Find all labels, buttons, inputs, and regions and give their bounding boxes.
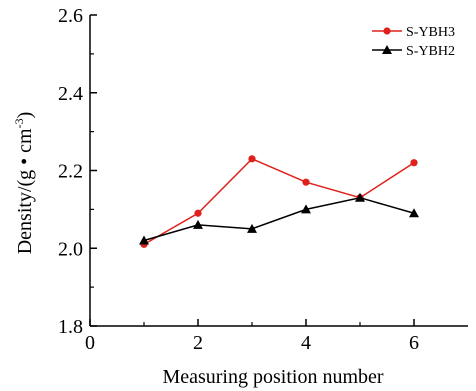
data-point bbox=[139, 235, 149, 245]
legend-label: S-YBH3 bbox=[406, 25, 455, 40]
y-axis-title: Density/(g • cm-3) bbox=[12, 112, 36, 255]
data-point bbox=[193, 219, 203, 229]
legend-label: S-YBH2 bbox=[406, 44, 455, 59]
y-axis-title-main: Density/(g • cm bbox=[14, 128, 36, 254]
data-point bbox=[247, 223, 257, 233]
legend-swatch-marker bbox=[382, 45, 392, 54]
series-line bbox=[143, 196, 415, 242]
series-line bbox=[143, 157, 415, 246]
legend-item: S-YBH2 bbox=[372, 44, 455, 59]
series-layer bbox=[139, 155, 419, 248]
y-tick-label: 2.0 bbox=[58, 238, 83, 260]
data-point bbox=[355, 192, 365, 202]
x-tick-label: 4 bbox=[301, 332, 311, 354]
legend-swatch-marker bbox=[383, 27, 391, 35]
x-axis-title: Measuring position number bbox=[162, 366, 383, 388]
y-tick-label: 1.8 bbox=[58, 316, 83, 338]
y-axis-title-close: ) bbox=[14, 112, 36, 119]
y-tick-label: 2.6 bbox=[58, 5, 83, 27]
data-point bbox=[410, 159, 418, 167]
y-axis-title-sup: -3 bbox=[12, 118, 26, 128]
data-point bbox=[302, 178, 310, 186]
series-s-ybh3 bbox=[140, 155, 418, 248]
data-point bbox=[409, 208, 419, 218]
series-s-ybh2 bbox=[139, 192, 419, 245]
data-point bbox=[301, 204, 311, 214]
y-tick-label: 2.2 bbox=[58, 161, 83, 183]
legend-item: S-YBH3 bbox=[372, 25, 455, 40]
y-tick-label: 2.4 bbox=[58, 83, 83, 105]
data-point bbox=[248, 155, 256, 163]
data-point bbox=[194, 209, 202, 217]
x-tick-label: 0 bbox=[85, 332, 95, 354]
x-tick-label: 6 bbox=[409, 332, 419, 354]
legend: S-YBH3 S-YBH2 bbox=[372, 25, 455, 59]
ticks: 1.8 2.0 2.2 2.4 2.6 0 2 4 6 bbox=[58, 5, 419, 354]
x-tick-label: 2 bbox=[193, 332, 203, 354]
